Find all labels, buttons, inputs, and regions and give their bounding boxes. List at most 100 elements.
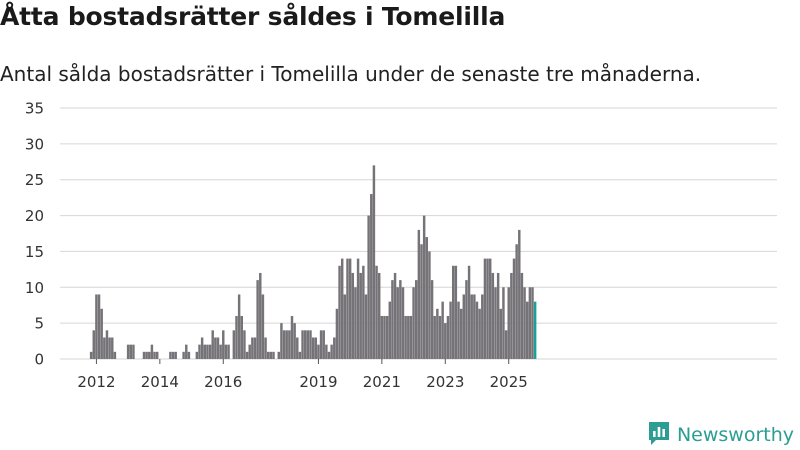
bar: [383, 315, 386, 359]
bar: [401, 287, 405, 359]
bar: [148, 351, 151, 359]
bar: [385, 315, 389, 359]
bar: [111, 337, 114, 359]
bar: [438, 315, 442, 359]
bar: [417, 229, 421, 359]
bar: [280, 323, 283, 359]
bar: [296, 337, 299, 359]
bar: [227, 344, 230, 359]
brand-name: Newsworthy: [676, 424, 794, 446]
bar: [311, 337, 315, 359]
x-tick-label: 2025: [490, 373, 528, 391]
bar: [245, 351, 249, 359]
bar: [174, 351, 177, 359]
bar: [494, 287, 497, 359]
bar: [512, 258, 516, 359]
y-tick-label: 5: [34, 315, 44, 333]
bar: [105, 330, 109, 359]
bar: [282, 330, 286, 359]
bar: [454, 265, 458, 359]
bar: [354, 287, 357, 359]
bar: [187, 351, 191, 359]
bar: [224, 344, 228, 359]
bar: [214, 337, 217, 359]
bar: [171, 351, 175, 359]
bar: [467, 265, 471, 359]
y-tick-label: 30: [25, 135, 44, 153]
bar: [483, 258, 487, 359]
bar: [322, 330, 325, 359]
bar: [396, 287, 399, 359]
bar: [420, 244, 423, 359]
x-tick-label: 2019: [299, 373, 337, 391]
bar: [520, 272, 524, 359]
bar: [425, 237, 429, 359]
chart-title: Åtta bostadsrätter såldes i Tomelilla: [0, 2, 506, 31]
bar: [391, 280, 394, 359]
bar: [404, 315, 407, 359]
annotations: 8: [536, 95, 546, 99]
bar: [240, 315, 244, 359]
bar: [248, 344, 251, 359]
bar: [502, 287, 505, 359]
bar: [169, 351, 172, 359]
bar: [113, 351, 117, 359]
bar: [528, 287, 532, 359]
bar: [470, 294, 473, 359]
bar: [370, 194, 373, 359]
bar: [285, 330, 288, 359]
bar: [335, 308, 339, 359]
bar: [253, 337, 257, 359]
bar: [377, 272, 381, 359]
bar: [457, 301, 460, 359]
bar: [338, 265, 341, 359]
bar: [362, 265, 365, 359]
bar: [488, 258, 492, 359]
x-axis-ticks: 2012 2014 2016 2019 2021 2023 2025: [77, 359, 528, 391]
bar: [430, 280, 434, 359]
bar: [475, 301, 479, 359]
bar: [346, 258, 349, 359]
x-tick-label: 2014: [141, 373, 179, 391]
bar: [449, 301, 452, 359]
bar: [301, 330, 304, 359]
bar: [211, 330, 214, 359]
bar: [459, 308, 463, 359]
bar: [422, 215, 426, 359]
bar: [317, 344, 320, 359]
bar: [359, 272, 362, 359]
y-tick-label: 35: [25, 100, 44, 118]
y-tick-label: 15: [25, 243, 44, 261]
bar: [364, 294, 368, 359]
bar: [533, 301, 537, 359]
bar: [216, 337, 220, 359]
bar: [259, 272, 262, 359]
bar: [203, 344, 206, 359]
bar: [195, 351, 199, 359]
bar: [100, 308, 103, 359]
bar: [486, 258, 489, 359]
bar: [256, 280, 259, 359]
bar: [103, 337, 106, 359]
bar: [298, 351, 302, 359]
bar: [251, 337, 254, 359]
bar: [309, 330, 312, 359]
bar: [235, 315, 238, 359]
bar: [155, 351, 159, 359]
bar: [89, 351, 93, 359]
bar: [412, 287, 415, 359]
y-tick-label: 10: [25, 279, 44, 297]
bar: [380, 315, 384, 359]
bar: [343, 294, 347, 359]
bar: [314, 337, 318, 359]
bar: [481, 294, 484, 359]
brand-logo: Newsworthy: [647, 420, 794, 450]
bar: [478, 308, 481, 359]
bar: [491, 272, 495, 359]
bar: [515, 244, 518, 359]
bar: [340, 258, 344, 359]
bar: [266, 351, 270, 359]
bar: [97, 294, 101, 359]
bar: [525, 301, 529, 359]
x-tick-label: 2021: [363, 373, 401, 391]
